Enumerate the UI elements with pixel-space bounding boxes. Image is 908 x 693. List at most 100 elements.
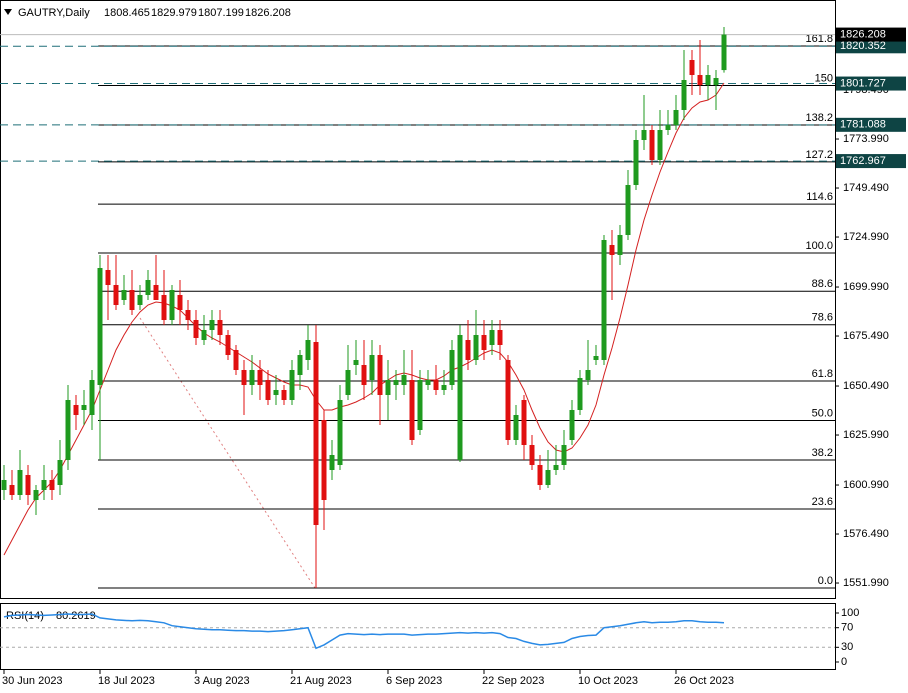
candle-body [385, 380, 391, 395]
fib-label: 100.0 [805, 240, 833, 252]
candle-body [641, 130, 647, 140]
candle-body [417, 380, 423, 430]
ohlc-high: 1829.979 [151, 7, 197, 19]
candle-body [257, 370, 263, 385]
fib-label: 138.2 [805, 112, 833, 124]
rsi-tick-label: 30 [841, 641, 853, 653]
candle-body [297, 355, 303, 375]
candle-body [713, 78, 719, 85]
y-tick-label: 1600.990 [843, 479, 889, 491]
fib-label: 127.2 [805, 149, 833, 161]
price-level-label: 1762.967 [840, 155, 886, 167]
candle-body [153, 285, 159, 300]
candle-body [569, 410, 575, 440]
rsi-value: 80.2619 [56, 610, 96, 622]
fib-label: 0.0 [818, 575, 833, 587]
candle-body [273, 390, 279, 395]
candle-body [689, 60, 695, 75]
y-tick-label: 1675.490 [843, 330, 889, 342]
candle-body [697, 75, 703, 85]
fib-trendline [139, 317, 316, 589]
candle-body [321, 420, 327, 500]
candle-body [401, 375, 407, 385]
candle-body [145, 280, 151, 295]
y-tick-label: 1724.990 [843, 231, 889, 243]
y-tick-label: 1650.490 [843, 380, 889, 392]
candle-body [553, 465, 559, 470]
rsi-tick-label: 0 [841, 656, 847, 668]
rsi-line [3, 613, 725, 650]
candle-body [225, 335, 231, 355]
candle-body [289, 370, 295, 400]
candle-body [33, 490, 39, 500]
candle-body [577, 378, 583, 410]
candle-body [313, 342, 319, 525]
candle-body [457, 335, 463, 460]
candle-body [617, 235, 623, 255]
fib-label: 88.6 [812, 278, 833, 290]
candle-body [465, 340, 471, 360]
fib-label: 150 [815, 72, 833, 84]
y-tick-label: 1625.990 [843, 429, 889, 441]
candle-body [545, 470, 551, 485]
ohlc-low: 1807.199 [198, 7, 244, 19]
candle-body [633, 140, 639, 185]
candle-body [41, 480, 47, 490]
last-price-box [836, 27, 906, 42]
candle-body [105, 270, 111, 285]
price-level-label: 1801.727 [840, 77, 886, 89]
ohlc-open: 1808.465 [104, 7, 150, 19]
candle-body [625, 185, 631, 235]
candle-body [9, 485, 15, 495]
candle-body [393, 380, 399, 385]
candle-body [177, 295, 183, 310]
candle-body [537, 465, 543, 485]
candle-body [25, 475, 31, 495]
fib-label: 161.8 [805, 33, 833, 45]
candle-body [657, 130, 663, 160]
x-tick-label: 3 Aug 2023 [194, 675, 250, 687]
chart-title: GAUTRY,Daily [18, 7, 90, 19]
candle-body [97, 268, 103, 385]
x-tick-label: 30 Jun 2023 [2, 675, 63, 687]
candle-body [505, 360, 511, 440]
candle-body [129, 290, 135, 310]
candle-body [497, 330, 503, 345]
price-level-label: 1820.352 [840, 40, 886, 52]
x-tick-label: 18 Jul 2023 [98, 675, 155, 687]
candle-body [201, 330, 207, 340]
price-level-box [836, 117, 906, 132]
candle-body [377, 355, 383, 395]
candle-body [649, 130, 655, 160]
x-tick-label: 6 Sep 2023 [386, 675, 442, 687]
y-tick-label: 1699.990 [843, 281, 889, 293]
fib-label: 78.6 [812, 312, 833, 324]
candle-body [665, 125, 671, 130]
candle-body [89, 380, 95, 415]
candle-body [513, 415, 519, 440]
candle-body [593, 356, 599, 360]
candle-body [585, 370, 591, 380]
candle-body [345, 370, 351, 395]
ohlc-close: 1826.208 [245, 7, 291, 19]
candle-body [169, 290, 175, 320]
rsi-panel [0, 603, 836, 670]
fib-label: 38.2 [812, 447, 833, 459]
candle-body [1, 480, 7, 490]
candle-body [121, 290, 127, 300]
candle-body [137, 295, 143, 305]
candle-body [17, 470, 23, 495]
candle-body [305, 340, 311, 360]
candle-body [113, 285, 119, 305]
y-tick-label: 1576.490 [843, 528, 889, 540]
price-level-label: 1781.088 [840, 119, 886, 131]
fib-label: 114.6 [806, 191, 833, 203]
candle-body [609, 245, 615, 255]
candle-body [441, 385, 447, 390]
rsi-tick-label: 70 [841, 622, 853, 634]
candle-body [681, 80, 687, 110]
fib-label: 23.6 [812, 496, 833, 508]
candle-body [369, 355, 375, 380]
price-level-box [836, 39, 906, 54]
candle-body [409, 380, 415, 440]
